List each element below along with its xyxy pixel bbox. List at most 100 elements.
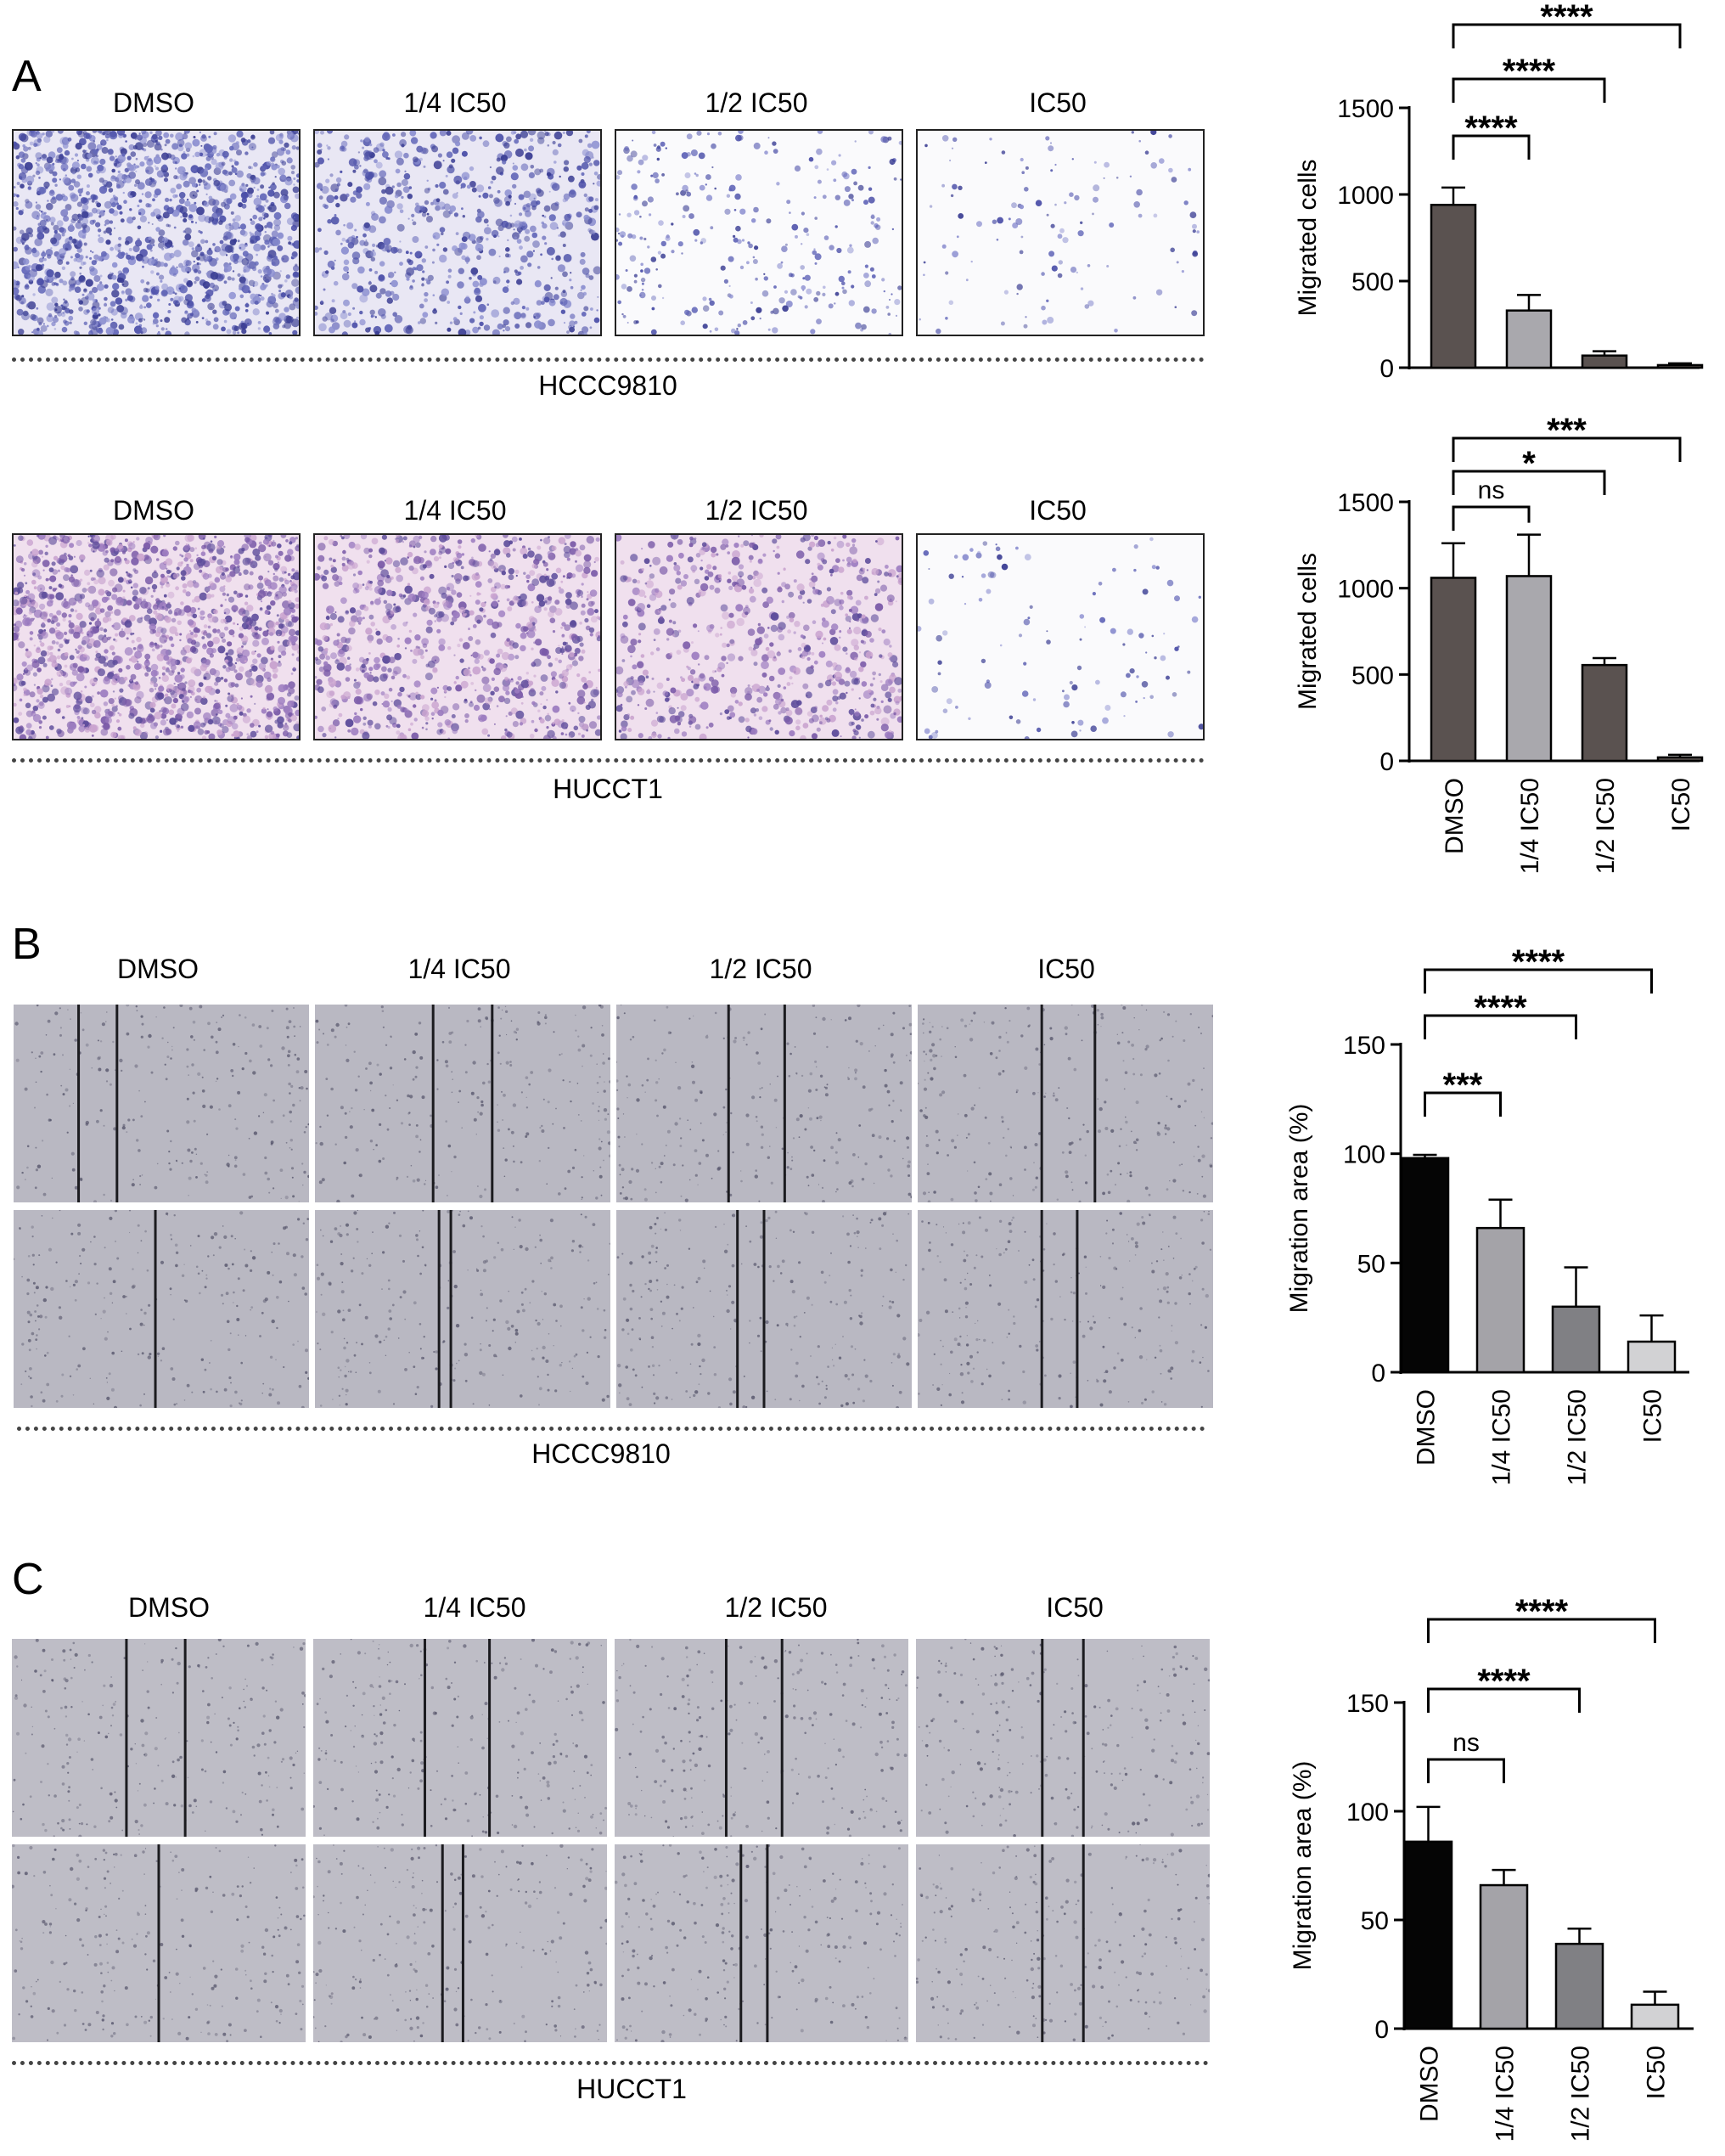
y-tick-label: 0 (1379, 748, 1394, 776)
x-tick-label: DMSO (1441, 778, 1469, 854)
x-tick-label: DMSO (1413, 1389, 1441, 1466)
y-tick-label: 1000 (1337, 182, 1394, 210)
micrograph-wound (14, 1210, 309, 1408)
separator-dotted (12, 2061, 1209, 2065)
column-label: 1/2 IC50 (724, 1592, 828, 1623)
bar (1479, 1883, 1529, 2030)
bar (1400, 1157, 1450, 1374)
column-label: DMSO (128, 1592, 210, 1623)
x-tick-label: 1/4 IC50 (1488, 1389, 1516, 1485)
micrograph-wound (14, 1005, 309, 1202)
significance-label: **** (1512, 943, 1565, 981)
y-tick-label: 1500 (1337, 95, 1394, 123)
y-tick-label: 50 (1357, 1250, 1385, 1278)
cell-line-label: HCCC9810 (531, 1438, 671, 1469)
x-tick-label: 1/2 IC50 (1564, 1389, 1592, 1485)
x-tick-label: DMSO (1416, 2046, 1444, 2122)
y-tick-label: 0 (1371, 1359, 1385, 1388)
y-axis-label: Migrated cells (1294, 553, 1322, 710)
separator-dotted (12, 758, 1205, 763)
significance-label: **** (1477, 1663, 1531, 1700)
significance-bracket (1452, 134, 1531, 160)
micrograph-wound (918, 1005, 1213, 1202)
column-label: DMSO (117, 954, 199, 984)
column-label: IC50 (1046, 1592, 1104, 1623)
panel-b-label: B (12, 920, 42, 969)
micrograph-wound (616, 1210, 912, 1408)
panel-a-label: A (12, 52, 42, 101)
y-tick-label: 1500 (1337, 489, 1394, 517)
bar (1505, 309, 1553, 369)
bar (1554, 1942, 1604, 2030)
bar (1403, 1840, 1453, 2030)
cell-line-label: HCCC9810 (538, 370, 677, 401)
micrograph-wound (313, 1844, 607, 2042)
micrograph-transwell (615, 533, 903, 740)
bar (1581, 663, 1628, 763)
column-label: 1/2 IC50 (709, 954, 812, 984)
x-tick-label: IC50 (1667, 778, 1695, 831)
micrograph-wound (315, 1210, 610, 1408)
significance-bracket (1424, 1014, 1577, 1039)
y-tick-label: 500 (1351, 661, 1394, 690)
column-label: 1/4 IC50 (423, 1592, 526, 1623)
bar (1630, 2003, 1680, 2030)
cell-line-label: HUCCT1 (553, 774, 663, 804)
micrograph-wound (615, 1844, 908, 2042)
y-tick-label: 100 (1346, 1799, 1389, 1827)
significance-bracket (1452, 470, 1606, 495)
column-label: IC50 (1029, 87, 1087, 118)
significance-label: **** (1503, 53, 1556, 90)
y-tick-label: 150 (1346, 1690, 1389, 1718)
micrograph-transwell (615, 129, 903, 336)
significance-label: **** (1474, 989, 1527, 1027)
separator-dotted (12, 357, 1205, 362)
significance-label: **** (1464, 110, 1518, 147)
x-tick-label: 1/4 IC50 (1492, 2046, 1520, 2142)
micrograph-wound (918, 1210, 1213, 1408)
micrograph-wound (616, 1005, 912, 1202)
significance-bracket (1427, 1618, 1656, 1643)
micrograph-transwell (313, 129, 602, 336)
significance-label: **** (1540, 0, 1593, 36)
significance-bracket (1452, 436, 1682, 462)
y-axis-label: Migration area (%) (1285, 1104, 1313, 1314)
column-label: 1/2 IC50 (705, 495, 808, 526)
micrograph-wound (12, 1844, 306, 2042)
y-tick-label: 1000 (1337, 576, 1394, 604)
cell-line-label: HUCCT1 (576, 2074, 687, 2104)
y-tick-label: 100 (1343, 1141, 1385, 1169)
bar (1430, 203, 1477, 369)
significance-label: ns (1478, 476, 1505, 504)
x-tick-label: 1/2 IC50 (1567, 2046, 1595, 2142)
micrograph-transwell (313, 533, 602, 740)
micrograph-wound (313, 1639, 607, 1837)
x-tick-label: 1/2 IC50 (1592, 778, 1620, 874)
bar (1475, 1226, 1526, 1374)
y-tick-label: 150 (1343, 1032, 1385, 1060)
y-tick-label: 500 (1351, 268, 1394, 296)
significance-bracket (1427, 1758, 1505, 1783)
significance-bracket (1452, 505, 1531, 531)
panel-c-label: C (12, 1555, 44, 1604)
column-label: DMSO (113, 87, 194, 118)
significance-label: **** (1515, 1593, 1569, 1630)
x-tick-label: IC50 (1639, 1389, 1667, 1443)
significance-bracket (1424, 968, 1653, 994)
significance-label: *** (1547, 412, 1587, 449)
bar (1627, 1340, 1677, 1374)
micrograph-transwell (916, 533, 1205, 740)
significance-label: *** (1443, 1067, 1483, 1104)
column-label: 1/4 IC50 (407, 954, 511, 984)
significance-bracket (1452, 77, 1606, 103)
significance-bracket (1427, 1687, 1581, 1713)
column-label: IC50 (1037, 954, 1095, 984)
y-tick-label: 50 (1361, 1907, 1389, 1935)
micrograph-wound (615, 1639, 908, 1837)
y-axis-label: Migration area (%) (1289, 1761, 1317, 1971)
micrograph-transwell (12, 129, 301, 336)
significance-label: * (1522, 445, 1536, 482)
